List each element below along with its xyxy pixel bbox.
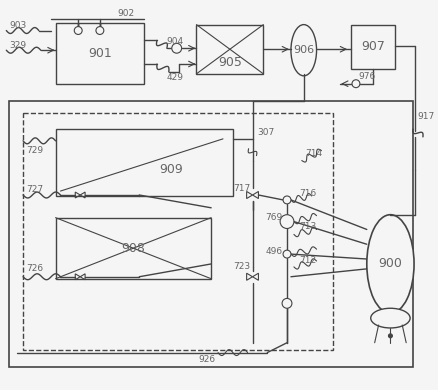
Text: 903: 903 [9, 21, 27, 30]
Circle shape [74, 27, 82, 34]
Text: 726: 726 [26, 264, 43, 273]
Polygon shape [351, 25, 396, 69]
Polygon shape [9, 101, 413, 367]
Text: 917: 917 [417, 112, 434, 121]
Text: 909: 909 [159, 163, 183, 176]
Circle shape [96, 27, 104, 34]
Text: 900: 900 [378, 257, 403, 270]
Text: 714: 714 [305, 149, 322, 158]
Text: 905: 905 [218, 55, 242, 69]
Text: 904: 904 [167, 37, 184, 46]
Polygon shape [196, 25, 263, 74]
Text: 723: 723 [233, 262, 250, 271]
Text: 307: 307 [258, 128, 275, 137]
Text: 901: 901 [88, 47, 112, 60]
Circle shape [283, 250, 291, 258]
Text: 976: 976 [358, 72, 375, 81]
Polygon shape [56, 23, 144, 84]
Text: 729: 729 [26, 146, 43, 155]
Circle shape [283, 196, 291, 204]
Circle shape [282, 298, 292, 308]
Text: 716: 716 [299, 188, 316, 197]
Circle shape [352, 80, 360, 88]
Text: 907: 907 [361, 40, 385, 53]
Polygon shape [23, 113, 333, 349]
Text: 926: 926 [198, 355, 215, 364]
Circle shape [280, 215, 294, 229]
Text: 908: 908 [121, 242, 145, 255]
Text: 902: 902 [118, 9, 135, 18]
Ellipse shape [367, 215, 414, 313]
Polygon shape [56, 129, 233, 196]
Text: 727: 727 [26, 184, 43, 193]
Text: 769: 769 [265, 213, 283, 222]
Text: 429: 429 [167, 73, 184, 82]
Text: 329: 329 [9, 41, 26, 50]
Text: 496: 496 [265, 246, 283, 255]
Ellipse shape [291, 25, 317, 76]
Text: 713: 713 [299, 222, 316, 231]
Circle shape [389, 334, 392, 338]
Circle shape [172, 43, 182, 53]
Polygon shape [56, 218, 211, 279]
Ellipse shape [371, 308, 410, 328]
Text: 717: 717 [233, 184, 250, 193]
Text: 712: 712 [299, 257, 316, 266]
Text: 906: 906 [293, 45, 314, 55]
